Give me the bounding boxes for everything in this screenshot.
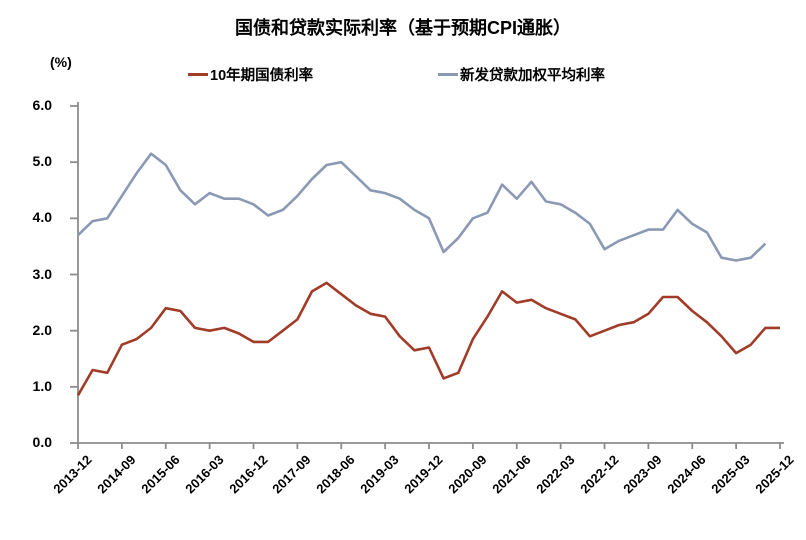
y-axis-tick-label: 1.0 <box>32 377 52 394</box>
y-axis-tick-label: 6.0 <box>32 97 52 113</box>
y-axis-tick-label: 5.0 <box>32 153 52 170</box>
chart-title: 国债和贷款实际利率（基于预期CPI通胀） <box>234 18 571 38</box>
legend-line-sample-loan <box>438 73 458 76</box>
y-axis-tick-label: 0.0 <box>32 434 52 450</box>
y-axis-tick-label: 3.0 <box>32 265 52 282</box>
legend-item-loan-rate: 新发贷款加权平均利率 <box>438 64 605 85</box>
y-axis-unit-label: (%) <box>50 54 72 70</box>
bond-rate-line <box>76 281 780 396</box>
legend-label-loan: 新发贷款加权平均利率 <box>460 68 605 84</box>
loan-rate-line <box>77 152 767 262</box>
legend-line-sample-bond <box>188 73 208 76</box>
legend-item-bond-rate: 10年期国债利率 <box>188 64 313 85</box>
legend-label-bond: 10年期国债利率 <box>210 68 314 84</box>
y-axis-tick-label: 2.0 <box>32 321 52 338</box>
y-axis-tick-label: 4.0 <box>32 209 52 226</box>
